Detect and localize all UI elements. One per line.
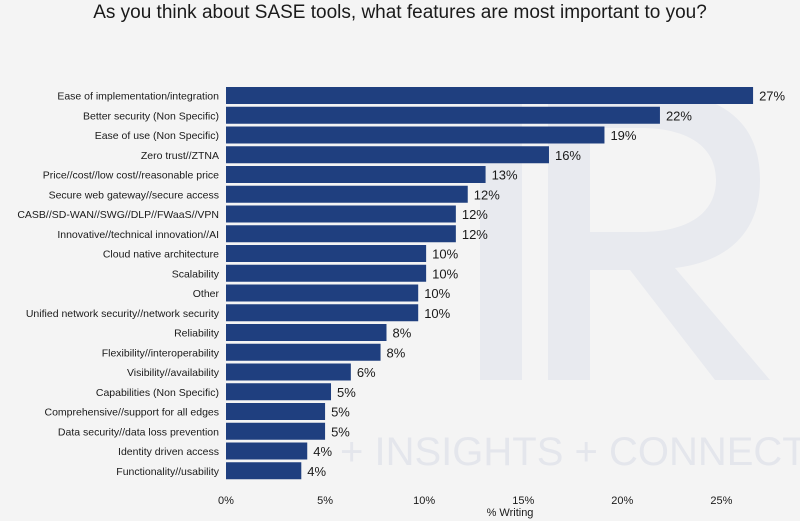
- value-label: 5%: [331, 424, 350, 439]
- value-label: 4%: [313, 444, 332, 459]
- bar: [226, 146, 549, 164]
- bar: [226, 442, 308, 460]
- category-label: Data security//data loss prevention: [58, 426, 219, 438]
- x-tick-label: 25%: [710, 495, 732, 507]
- x-axis-title: % Writing: [487, 507, 534, 519]
- bar: [226, 462, 302, 480]
- x-tick-label: 5%: [317, 495, 333, 507]
- bar: [226, 422, 326, 440]
- x-axis: 0% 5% 10% 15% 20% 25%: [218, 495, 733, 507]
- value-label: 5%: [331, 405, 350, 420]
- value-label: 5%: [337, 385, 356, 400]
- bar: [226, 205, 456, 223]
- value-label: 10%: [424, 306, 450, 321]
- bars-layer: Ease of implementation/integration 27% Bet…: [17, 87, 786, 480]
- value-label: 8%: [387, 345, 406, 360]
- value-label: 4%: [307, 464, 326, 479]
- bar: [226, 87, 754, 104]
- category-label: Innovative//technical innovation//AI: [57, 229, 219, 241]
- value-label: 16%: [555, 148, 581, 163]
- value-label: 12%: [462, 207, 488, 222]
- category-label: Zero trust//ZTNA: [141, 150, 219, 162]
- value-label: 12%: [462, 227, 488, 242]
- watermark: + INSIGHTS + CONNECT: [340, 90, 800, 474]
- bar: [226, 185, 468, 203]
- category-label: Better security (Non Specific): [83, 110, 219, 122]
- category-label: Other: [193, 288, 220, 300]
- category-label: Reliability: [174, 328, 220, 340]
- category-label: Functionality//usability: [116, 466, 219, 478]
- category-label: Scalability: [172, 268, 220, 280]
- bar: [226, 264, 427, 282]
- bar: [226, 245, 427, 262]
- category-label: Ease of implementation/integration: [57, 91, 219, 103]
- bar: [226, 343, 381, 361]
- bar: [226, 403, 326, 420]
- x-tick-label: 15%: [512, 495, 534, 507]
- category-label: Comprehensive//support for all edges: [44, 407, 219, 419]
- bar: [226, 106, 660, 124]
- category-label: Price//cost//low cost//reasonable price: [43, 170, 219, 182]
- value-label: 27%: [759, 89, 785, 104]
- category-label: Unified network security//network securi…: [26, 308, 220, 320]
- value-label: 10%: [432, 247, 458, 262]
- category-label: CASB//SD-WAN//SWG//DLP//FWaaS//VPN: [17, 209, 219, 221]
- category-label: Cloud native architecture: [103, 249, 219, 261]
- bar: [226, 324, 387, 341]
- x-tick-label: 10%: [413, 495, 435, 507]
- bar: [226, 284, 419, 302]
- value-label: 8%: [393, 326, 412, 341]
- value-label: 10%: [424, 286, 450, 301]
- watermark-text: + INSIGHTS + CONNECT: [340, 430, 800, 474]
- category-label: Ease of use (Non Specific): [95, 130, 219, 142]
- bar: [226, 363, 351, 381]
- category-label: Flexibility//interoperability: [102, 347, 220, 359]
- value-label: 10%: [432, 266, 458, 281]
- bar: [226, 304, 419, 322]
- x-tick-label: 20%: [611, 495, 633, 507]
- bar: [226, 383, 332, 401]
- category-label: Identity driven access: [118, 446, 219, 458]
- value-label: 22%: [666, 108, 692, 123]
- bar: [226, 126, 605, 144]
- category-label: Secure web gateway//secure access: [49, 189, 219, 201]
- category-label: Visibility//availability: [127, 367, 220, 379]
- x-tick-label: 0%: [218, 495, 234, 507]
- value-label: 12%: [474, 187, 500, 202]
- category-label: Capabilities (Non Specific): [96, 387, 219, 399]
- value-label: 13%: [492, 168, 518, 183]
- chart-title: As you think about SASE tools, what feat…: [93, 2, 707, 23]
- value-label: 6%: [357, 365, 376, 380]
- bar: [226, 166, 486, 183]
- bar: [226, 225, 456, 243]
- value-label: 19%: [610, 128, 636, 143]
